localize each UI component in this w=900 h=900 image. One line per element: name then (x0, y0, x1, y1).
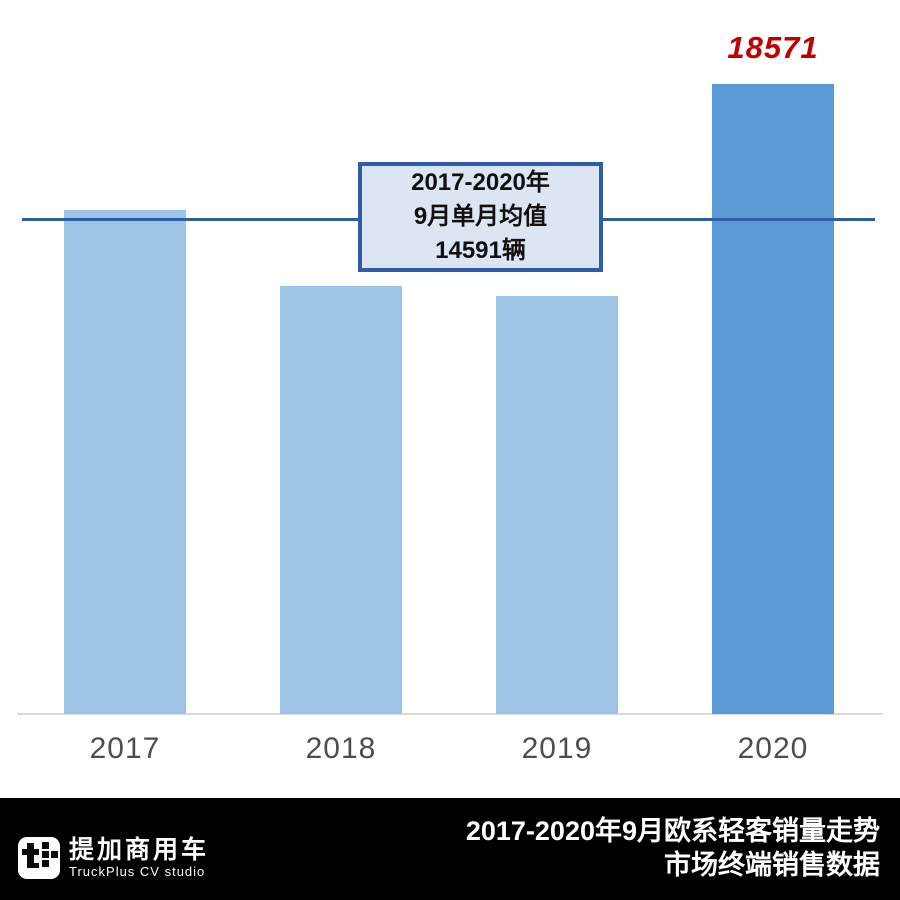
x-axis-label-2020: 2020 (737, 732, 809, 765)
logo-text: 提加商用车 TruckPlus CV studio (69, 835, 210, 880)
logo-name-cn: 提加商用车 (69, 835, 210, 864)
mean-box-line1: 2017-2020年 (411, 169, 550, 196)
mean-label-box: 2017-2020年 9月单月均值 14591辆 (358, 162, 603, 272)
bar-2019 (496, 296, 618, 714)
chart-title-line1: 2017-2020年9月欧系轻客销量走势 (465, 816, 880, 846)
mean-box-line2: 9月单月均值 (413, 203, 548, 230)
mean-box-line3: 14591辆 (435, 237, 526, 264)
chart-title-line2: 市场终端销售数据 (664, 850, 880, 880)
truckplus-logo-icon (18, 837, 60, 879)
x-axis-label-2018: 2018 (305, 732, 377, 765)
chart-title: 2017-2020年9月欧系轻客销量走势 市场终端销售数据 (466, 814, 880, 882)
bar-2017 (64, 210, 186, 714)
x-axis-label-2019: 2019 (521, 732, 593, 765)
x-axis-label-2017: 2017 (89, 732, 161, 765)
plot-area: 2017-2020年 9月单月均值 14591辆 18571 2017 2018 2… (17, 30, 883, 765)
footer-bar: 提加商用车 TruckPlus CV studio 2017-2020年9月欧系… (0, 798, 900, 900)
x-axis-line (17, 713, 883, 715)
logo: 提加商用车 TruckPlus CV studio (17, 836, 209, 880)
max-value-label: 18571 (727, 30, 819, 65)
bar-2020 (712, 84, 834, 714)
logo-name-en: TruckPlus CV studio (69, 863, 206, 879)
bar-2018 (280, 286, 402, 714)
